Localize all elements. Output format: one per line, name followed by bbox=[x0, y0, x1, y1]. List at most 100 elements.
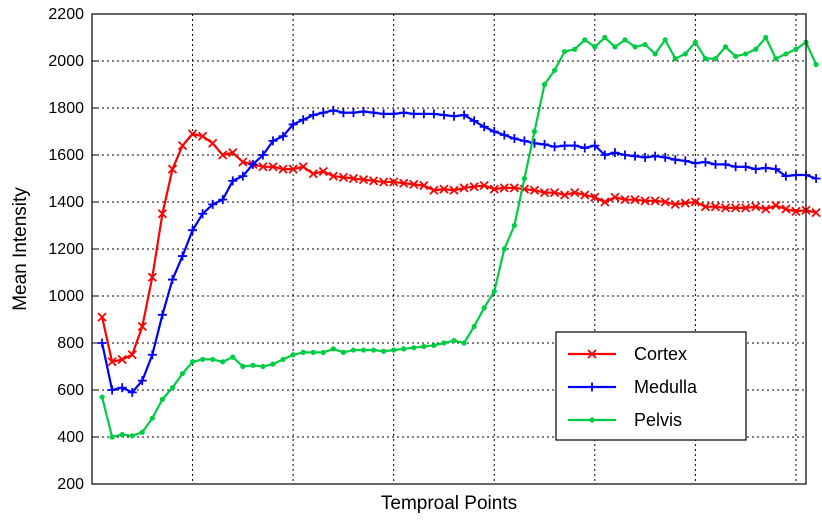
data-point-cortex bbox=[630, 195, 640, 205]
data-point-cortex bbox=[539, 187, 550, 198]
data-point-pelvis bbox=[169, 385, 176, 391]
data-point-cortex bbox=[650, 196, 660, 206]
data-point-cortex bbox=[328, 171, 338, 181]
data-point-medulla bbox=[670, 155, 680, 165]
data-point-medulla bbox=[248, 159, 258, 169]
data-point-cortex bbox=[368, 176, 379, 186]
data-point-cortex bbox=[781, 204, 791, 214]
data-point-medulla bbox=[178, 251, 188, 261]
y-tick-label: 800 bbox=[57, 335, 84, 352]
data-point-pelvis bbox=[210, 356, 216, 363]
data-point-pelvis bbox=[250, 362, 256, 368]
data-point-pelvis bbox=[662, 37, 668, 43]
data-point-medulla bbox=[771, 164, 781, 174]
data-point-pelvis bbox=[733, 53, 739, 59]
data-point-medulla bbox=[278, 131, 288, 141]
y-tick-label: 2000 bbox=[48, 53, 84, 70]
data-point-cortex bbox=[308, 169, 318, 179]
data-point-cortex bbox=[489, 184, 499, 194]
data-point-medulla bbox=[97, 338, 107, 348]
series-cortex bbox=[97, 129, 821, 367]
data-point-medulla bbox=[359, 107, 369, 117]
data-point-medulla bbox=[550, 142, 560, 152]
data-point-pelvis bbox=[602, 34, 608, 41]
data-point-cortex bbox=[509, 183, 520, 193]
data-point-cortex bbox=[147, 272, 157, 282]
data-point-pelvis bbox=[642, 41, 648, 48]
data-point-medulla bbox=[509, 134, 519, 144]
x-axis-label: Temproal Points bbox=[381, 493, 517, 514]
data-point-cortex bbox=[127, 350, 137, 360]
data-point-cortex bbox=[761, 204, 771, 214]
data-point-medulla bbox=[188, 225, 198, 235]
data-point-medulla bbox=[761, 163, 771, 173]
data-point-medulla bbox=[751, 164, 761, 174]
data-point-cortex bbox=[560, 190, 570, 200]
data-point-pelvis bbox=[290, 352, 296, 358]
y-tick-label: 1400 bbox=[48, 194, 84, 211]
data-point-cortex bbox=[600, 197, 610, 207]
data-point-cortex bbox=[791, 206, 801, 217]
data-point-pelvis bbox=[431, 342, 437, 348]
data-point-pelvis bbox=[582, 37, 588, 43]
data-point-pelvis bbox=[109, 434, 115, 440]
data-point-cortex bbox=[278, 164, 288, 174]
data-point-cortex bbox=[389, 177, 399, 187]
data-point-pelvis bbox=[743, 51, 749, 57]
data-point-medulla bbox=[308, 110, 318, 120]
data-point-pelvis bbox=[612, 44, 618, 50]
data-point-cortex bbox=[218, 150, 228, 160]
data-point-medulla bbox=[419, 109, 429, 119]
data-point-medulla bbox=[137, 376, 147, 386]
legend-marker-cortex bbox=[587, 349, 597, 359]
data-point-pelvis bbox=[501, 246, 507, 252]
data-point-medulla bbox=[811, 174, 821, 183]
data-point-cortex bbox=[338, 172, 349, 182]
data-point-medulla bbox=[258, 150, 268, 160]
data-point-cortex bbox=[620, 195, 630, 205]
legend-marker-pelvis bbox=[589, 417, 595, 423]
data-point-cortex bbox=[610, 192, 620, 202]
data-point-pelvis bbox=[491, 288, 497, 294]
data-point-medulla bbox=[298, 115, 308, 125]
data-point-medulla bbox=[117, 383, 127, 393]
data-point-cortex bbox=[378, 177, 389, 187]
data-point-pelvis bbox=[622, 37, 628, 43]
y-tick-label: 1600 bbox=[48, 147, 84, 164]
data-point-medulla bbox=[731, 162, 741, 172]
data-point-medulla bbox=[580, 143, 590, 153]
data-point-medulla bbox=[439, 110, 449, 120]
data-point-cortex bbox=[167, 164, 178, 174]
data-point-cortex bbox=[419, 180, 429, 191]
data-point-cortex bbox=[117, 354, 127, 365]
data-point-pelvis bbox=[773, 56, 779, 62]
legend: Cortex Medulla Pelvis bbox=[555, 331, 747, 441]
data-point-cortex bbox=[318, 166, 328, 177]
data-point-cortex bbox=[399, 178, 409, 188]
data-point-cortex bbox=[258, 162, 268, 172]
data-point-medulla bbox=[469, 116, 479, 126]
data-point-cortex bbox=[439, 184, 449, 194]
data-point-medulla bbox=[369, 108, 379, 118]
data-point-cortex bbox=[479, 180, 489, 191]
data-point-medulla bbox=[680, 156, 690, 166]
data-point-medulla bbox=[409, 109, 419, 119]
data-point-pelvis bbox=[300, 349, 306, 355]
data-point-medulla bbox=[600, 150, 610, 160]
data-point-cortex bbox=[459, 183, 469, 193]
data-point-medulla bbox=[640, 152, 650, 162]
data-point-medulla bbox=[570, 141, 580, 151]
data-point-pelvis bbox=[722, 44, 729, 50]
data-point-medulla bbox=[700, 157, 710, 167]
data-point-medulla bbox=[710, 159, 720, 169]
data-point-pelvis bbox=[391, 347, 397, 353]
data-point-medulla bbox=[791, 170, 801, 180]
data-point-cortex bbox=[751, 202, 761, 212]
data-point-pelvis bbox=[531, 128, 538, 135]
data-point-pelvis bbox=[471, 323, 477, 330]
data-point-cortex bbox=[157, 209, 168, 219]
data-point-medulla bbox=[781, 171, 791, 181]
y-tick-label: 2200 bbox=[48, 6, 84, 23]
data-point-pelvis bbox=[441, 340, 447, 346]
data-point-medulla bbox=[318, 108, 328, 118]
